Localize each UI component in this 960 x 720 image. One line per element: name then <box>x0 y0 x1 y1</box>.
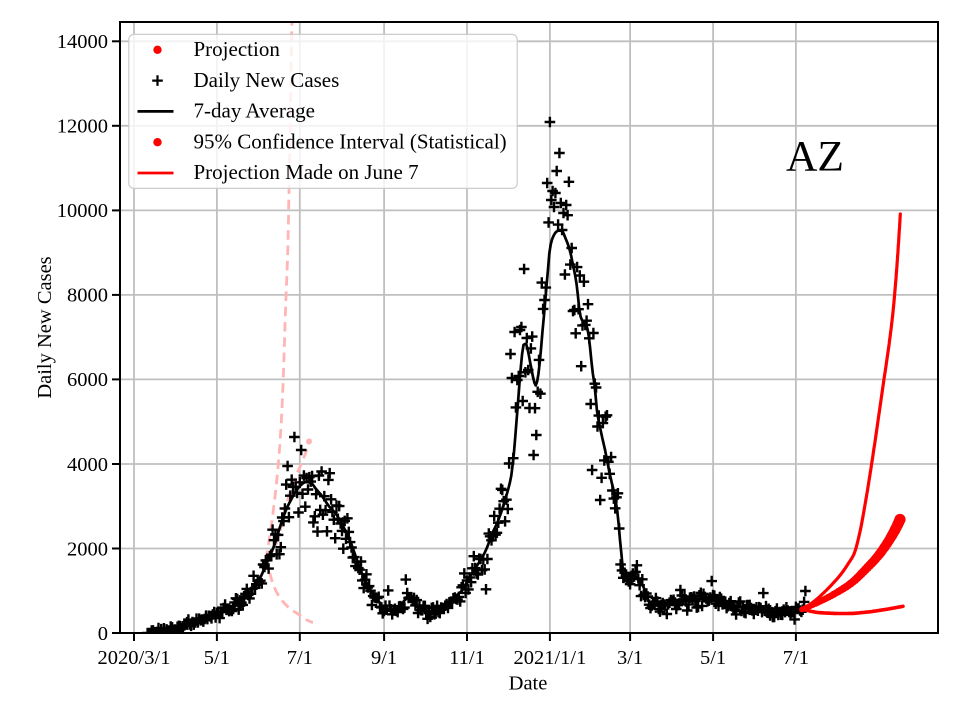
svg-text:10000: 10000 <box>57 200 108 222</box>
svg-text:7/1: 7/1 <box>287 647 313 669</box>
svg-text:7-day Average: 7-day Average <box>194 99 315 123</box>
svg-text:Daily New Cases: Daily New Cases <box>194 68 340 92</box>
svg-text:6000: 6000 <box>67 369 108 391</box>
svg-text:Date: Date <box>509 673 548 695</box>
svg-text:95% Confidence Interval (Stati: 95% Confidence Interval (Statistical) <box>194 129 507 153</box>
svg-text:14000: 14000 <box>57 31 108 53</box>
svg-text:2021/1/1: 2021/1/1 <box>513 647 586 669</box>
svg-text:5/1: 5/1 <box>700 647 726 669</box>
svg-text:Projection: Projection <box>194 37 281 61</box>
svg-text:7/1: 7/1 <box>783 647 809 669</box>
svg-text:Projection Made on June 7: Projection Made on June 7 <box>194 160 419 184</box>
svg-text:11/1: 11/1 <box>449 647 485 669</box>
svg-text:Daily New Cases: Daily New Cases <box>34 256 56 398</box>
svg-text:4000: 4000 <box>67 454 108 476</box>
svg-text:2000: 2000 <box>67 538 108 560</box>
svg-text:5/1: 5/1 <box>204 647 230 669</box>
svg-text:0: 0 <box>98 623 108 645</box>
svg-text:8000: 8000 <box>67 285 108 307</box>
svg-text:2020/3/1: 2020/3/1 <box>98 647 171 669</box>
svg-text:12000: 12000 <box>57 116 108 138</box>
svg-text:3/1: 3/1 <box>617 647 643 669</box>
svg-text:9/1: 9/1 <box>371 647 397 669</box>
svg-text:AZ: AZ <box>786 133 844 181</box>
